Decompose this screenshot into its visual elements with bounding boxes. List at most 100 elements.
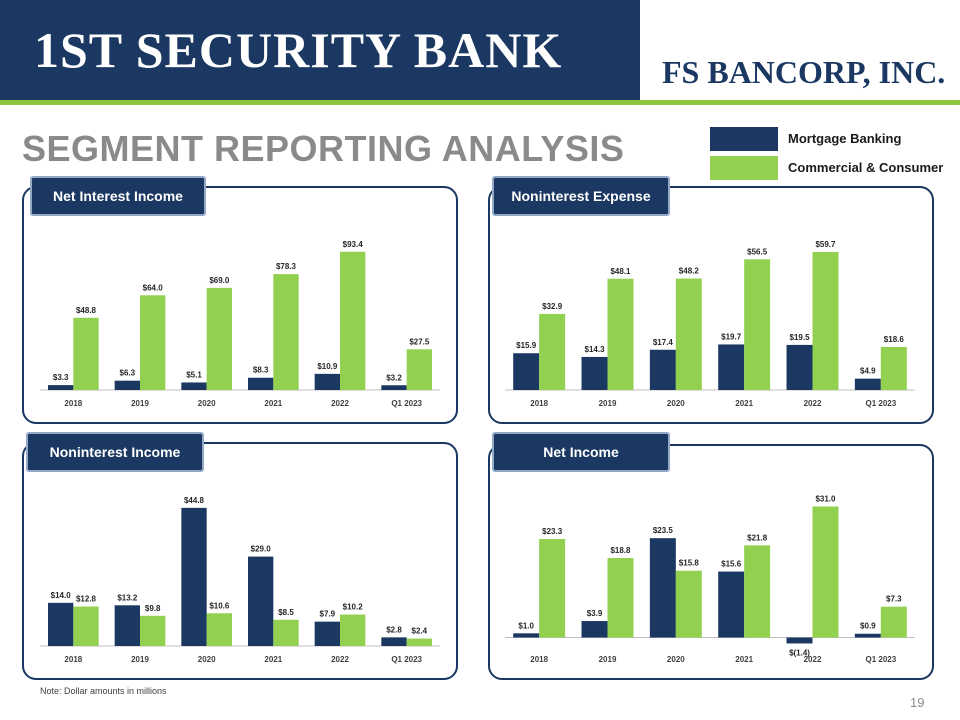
data-label-mortgage: $1.0 bbox=[518, 621, 534, 630]
data-label-mortgage: $2.8 bbox=[386, 625, 402, 634]
x-tick-label: 2022 bbox=[331, 655, 349, 664]
panel-label-noninterest-expense: Noninterest Expense bbox=[492, 176, 670, 216]
bar-commercial-q1-2023 bbox=[406, 349, 432, 390]
header-accent-stripe bbox=[0, 100, 960, 105]
bar-mortgage-2022 bbox=[786, 344, 813, 390]
data-label-mortgage: $5.1 bbox=[186, 370, 202, 379]
data-label-mortgage: $19.5 bbox=[790, 333, 811, 342]
x-tick-label: 2022 bbox=[804, 655, 822, 664]
data-label-commercial: $31.0 bbox=[815, 494, 836, 503]
x-tick-label: Q1 2023 bbox=[391, 399, 422, 408]
data-label-mortgage: $3.9 bbox=[587, 609, 603, 618]
x-tick-label: 2022 bbox=[804, 399, 822, 408]
footnote: Note: Dollar amounts in millions bbox=[40, 686, 167, 696]
x-tick-label: Q1 2023 bbox=[865, 655, 896, 664]
data-label-mortgage: $4.9 bbox=[860, 367, 876, 376]
bar-mortgage-2022 bbox=[786, 637, 813, 644]
x-tick-label: 2020 bbox=[198, 655, 216, 664]
data-label-commercial: $48.2 bbox=[679, 267, 700, 276]
data-label-commercial: $18.8 bbox=[610, 546, 631, 555]
data-label-commercial: $48.8 bbox=[76, 306, 97, 315]
page-number: 19 bbox=[910, 695, 925, 710]
data-label-commercial: $23.3 bbox=[542, 527, 563, 536]
data-label-commercial: $10.6 bbox=[209, 601, 230, 610]
legend-swatch-commercial bbox=[710, 155, 778, 180]
bar-commercial-2020 bbox=[206, 613, 232, 646]
x-tick-label: 2022 bbox=[331, 399, 349, 408]
data-label-commercial: $18.6 bbox=[884, 335, 905, 344]
bar-commercial-2021 bbox=[744, 545, 771, 638]
chart-net-income: $1.0 $23.3 2018 $3.9 $18.8 2019 $23.5 $15.8 2020… bbox=[505, 494, 915, 664]
bar-mortgage-2021 bbox=[718, 571, 745, 638]
bar-mortgage-2019 bbox=[581, 356, 608, 390]
data-label-commercial: $9.8 bbox=[145, 604, 161, 613]
data-label-mortgage: $(1.4) bbox=[789, 648, 810, 657]
x-tick-label: 2021 bbox=[735, 399, 753, 408]
data-label-commercial: $32.9 bbox=[542, 302, 563, 311]
x-tick-label: 2021 bbox=[264, 655, 282, 664]
bar-mortgage-2019 bbox=[114, 380, 140, 390]
bar-mortgage-2018 bbox=[513, 633, 540, 638]
bar-commercial-2019 bbox=[607, 278, 634, 390]
bar-mortgage-q1-2023 bbox=[854, 378, 881, 390]
bar-commercial-2022 bbox=[812, 506, 839, 638]
data-label-mortgage: $44.8 bbox=[184, 496, 205, 505]
x-tick-label: 2021 bbox=[264, 399, 282, 408]
data-label-commercial: $56.5 bbox=[747, 247, 768, 256]
chart-noninterest-expense: $15.9 $32.9 2018 $14.3 $48.1 2019 $17.4 $48.2 20… bbox=[505, 240, 915, 408]
bar-commercial-2021 bbox=[744, 259, 771, 390]
data-label-commercial: $8.5 bbox=[278, 608, 294, 617]
data-label-commercial: $27.5 bbox=[409, 337, 430, 346]
x-tick-label: Q1 2023 bbox=[865, 399, 896, 408]
data-label-mortgage: $3.2 bbox=[386, 373, 402, 382]
data-label-mortgage: $14.0 bbox=[51, 591, 72, 600]
x-tick-label: 2019 bbox=[599, 655, 617, 664]
page-title: SEGMENT REPORTING ANALYSIS bbox=[22, 128, 625, 169]
bar-commercial-2022 bbox=[340, 251, 366, 390]
bar-mortgage-2022 bbox=[314, 373, 340, 390]
bar-commercial-2022 bbox=[812, 251, 839, 390]
bar-commercial-2022 bbox=[340, 614, 366, 646]
data-label-mortgage: $29.0 bbox=[251, 545, 272, 554]
bar-mortgage-2021 bbox=[248, 377, 274, 390]
data-label-mortgage: $23.5 bbox=[653, 526, 674, 535]
bar-commercial-2019 bbox=[607, 558, 634, 638]
data-label-commercial: $12.8 bbox=[76, 595, 97, 604]
bar-mortgage-2020 bbox=[649, 538, 676, 638]
legend-item-mortgage: Mortgage Banking bbox=[710, 124, 955, 153]
bar-commercial-2018 bbox=[539, 313, 566, 390]
bancorp-logo: FS BANCORP, INC. bbox=[662, 54, 946, 90]
chart-noninterest-income: $14.0 $12.8 2018 $13.2 $9.8 2019 $44.8 $10.6 202… bbox=[40, 496, 440, 664]
x-tick-label: 2019 bbox=[131, 655, 149, 664]
x-tick-label: 2018 bbox=[64, 655, 82, 664]
bar-mortgage-2021 bbox=[248, 556, 274, 646]
data-label-mortgage: $7.9 bbox=[320, 610, 336, 619]
data-label-commercial: $64.0 bbox=[143, 283, 164, 292]
x-tick-label: 2019 bbox=[599, 399, 617, 408]
data-label-commercial: $21.8 bbox=[747, 533, 768, 542]
data-label-mortgage: $13.2 bbox=[117, 593, 138, 602]
data-label-mortgage: $15.6 bbox=[721, 560, 742, 569]
bar-commercial-2020 bbox=[675, 278, 702, 390]
panel-label-net-interest-income: Net Interest Income bbox=[30, 176, 206, 216]
x-tick-label: 2019 bbox=[131, 399, 149, 408]
bar-mortgage-2018 bbox=[48, 385, 74, 390]
x-tick-label: 2020 bbox=[667, 655, 685, 664]
bar-commercial-q1-2023 bbox=[406, 638, 432, 646]
x-tick-label: 2021 bbox=[735, 655, 753, 664]
data-label-commercial: $48.1 bbox=[610, 267, 631, 276]
bar-mortgage-2020 bbox=[181, 507, 207, 646]
x-tick-label: 2020 bbox=[667, 399, 685, 408]
legend-swatch-mortgage bbox=[710, 126, 778, 151]
bar-commercial-2020 bbox=[675, 570, 702, 638]
bank-logo: 1ST SECURITY BANK bbox=[34, 22, 563, 78]
bar-commercial-q1-2023 bbox=[880, 346, 907, 390]
data-label-commercial: $15.8 bbox=[679, 559, 700, 568]
bar-commercial-2018 bbox=[73, 606, 99, 646]
data-label-mortgage: $6.3 bbox=[120, 369, 136, 378]
bar-commercial-2020 bbox=[206, 287, 232, 390]
panel-label-net-income: Net Income bbox=[492, 432, 670, 472]
bar-commercial-2018 bbox=[539, 539, 566, 638]
bar-mortgage-2022 bbox=[314, 621, 340, 646]
header-bar: 1ST SECURITY BANK bbox=[0, 0, 640, 100]
